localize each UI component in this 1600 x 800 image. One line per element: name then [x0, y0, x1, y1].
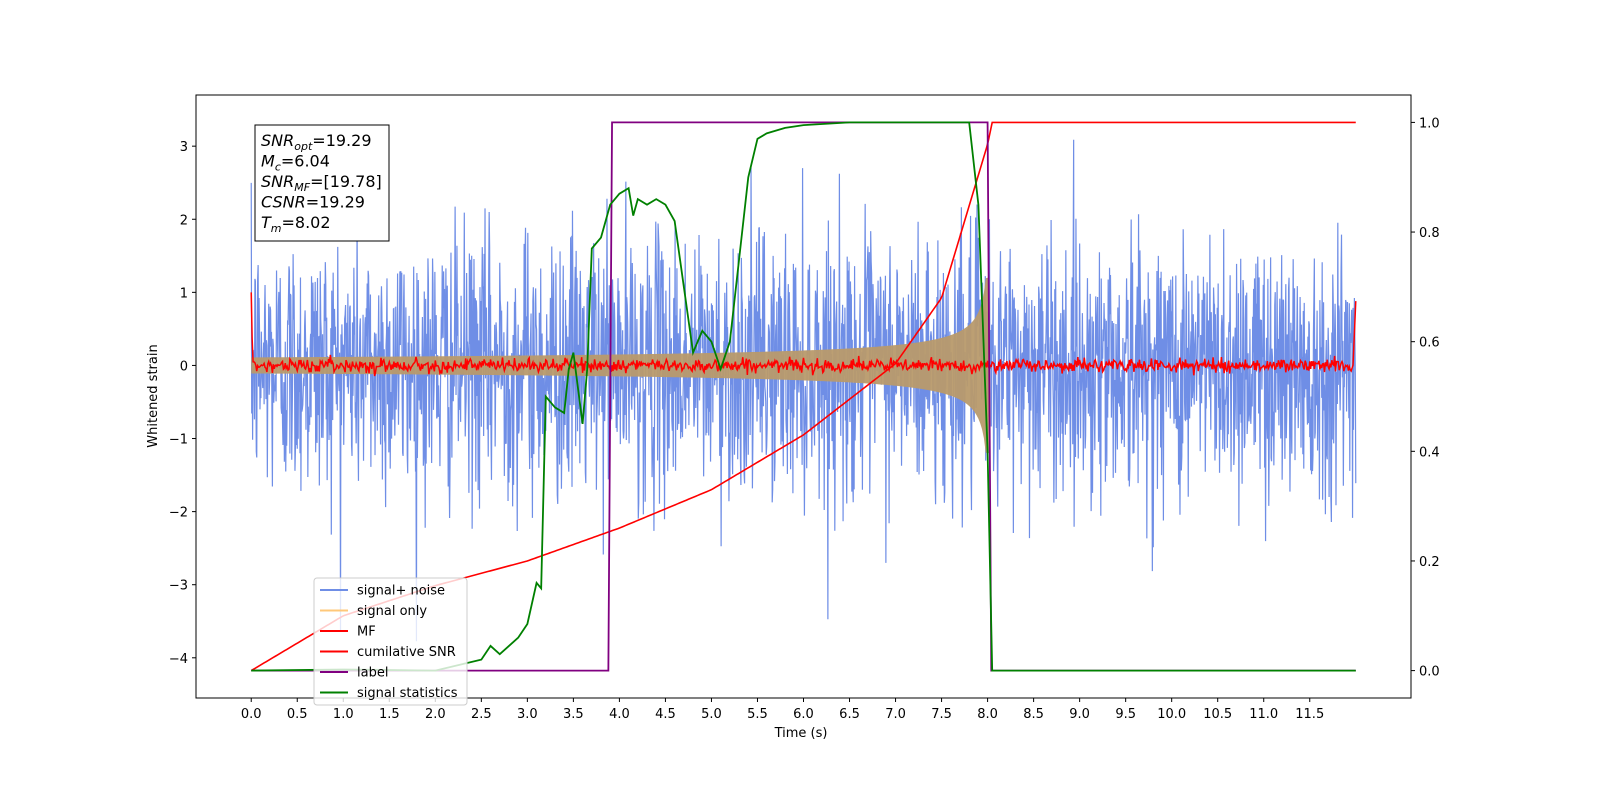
annotation-line: Tm=8.02: [261, 213, 331, 235]
x-tick-label: 10.0: [1157, 707, 1186, 722]
y2-tick-label: 0.2: [1419, 555, 1440, 570]
y2-tick-label: 0.8: [1419, 226, 1440, 241]
legend-label: signal only: [357, 604, 427, 619]
annotation-line: Mc=6.04: [261, 152, 330, 174]
legend-label: MF: [357, 625, 376, 640]
legend-label: signal+ noise: [357, 584, 445, 599]
y-tick-label: −1: [169, 433, 188, 448]
x-tick-label: 11.0: [1249, 707, 1278, 722]
x-tick-label: 7.0: [885, 707, 906, 722]
x-tick-label: 9.5: [1115, 707, 1136, 722]
y-tick-label: 0: [180, 359, 188, 374]
y2-tick-label: 1.0: [1419, 116, 1440, 131]
x-tick-label: 7.5: [931, 707, 952, 722]
x-tick-label: 2.0: [425, 707, 446, 722]
legend-label: cumilative SNR: [357, 645, 456, 660]
annotation-line: CSNR=19.29: [261, 193, 365, 212]
y-tick-label: −2: [169, 506, 188, 521]
y2-tick-label: 0.0: [1419, 665, 1440, 680]
x-tick-label: 1.0: [333, 707, 354, 722]
x-tick-label: 11.5: [1295, 707, 1324, 722]
x-tick-label: 8.0: [977, 707, 998, 722]
series-mf: [250, 292, 1357, 377]
x-tick-label: 4.0: [609, 707, 630, 722]
x-tick-label: 3.0: [517, 707, 538, 722]
x-tick-label: 6.5: [839, 707, 860, 722]
x-tick-label: 9.0: [1069, 707, 1090, 722]
x-tick-label: 2.5: [471, 707, 492, 722]
y2-tick-label: 0.6: [1419, 336, 1440, 351]
x-tick-label: 8.5: [1023, 707, 1044, 722]
x-tick-label: 0.0: [241, 707, 262, 722]
annotation-box: SNRopt=19.29Mc=6.04SNRMF=[19.78]CSNR=19.…: [254, 124, 390, 242]
x-tick-label: 3.5: [563, 707, 584, 722]
x-tick-label: 5.5: [747, 707, 768, 722]
x-axis-label: Time (s): [774, 726, 828, 741]
x-tick-label: 0.5: [287, 707, 308, 722]
y-tick-label: −3: [169, 579, 188, 594]
x-tick-label: 5.0: [701, 707, 722, 722]
y-axis-label: Whitened strain: [146, 344, 161, 447]
series-signal-noise: [250, 139, 1357, 642]
x-axis: 0.0 0.5 1.0 1.5 2.0 2.5 3.0 3.5 4.0 4.5 5.0 5.5 6.0 6…: [241, 698, 1324, 722]
y-tick-label: −4: [169, 652, 188, 667]
annotation-line: SNRMF=[19.78]: [261, 172, 382, 194]
series-signal-statistics: [251, 121, 1356, 672]
y-tick-label: 2: [180, 213, 188, 228]
y-tick-label: 1: [180, 286, 188, 301]
y2-tick-label: 0.4: [1419, 445, 1440, 460]
x-tick-label: 1.5: [379, 707, 400, 722]
legend-label: signal statistics: [357, 686, 458, 701]
x-tick-label: 10.5: [1203, 707, 1232, 722]
y-axis-right: 1.0 0.8 0.6 0.4 0.2 0.0: [1411, 116, 1440, 680]
x-tick-label: 6.0: [793, 707, 814, 722]
x-tick-label: 4.5: [655, 707, 676, 722]
y-tick-label: 3: [180, 140, 188, 155]
legend: signal+ noise signal only MF cumilative SNR…: [313, 577, 468, 706]
y-axis-left: 3 2 1 0 −1 −2 −3 −4: [169, 140, 196, 667]
annotation-line: SNRopt=19.29: [261, 131, 372, 153]
legend-label: label: [357, 666, 388, 681]
